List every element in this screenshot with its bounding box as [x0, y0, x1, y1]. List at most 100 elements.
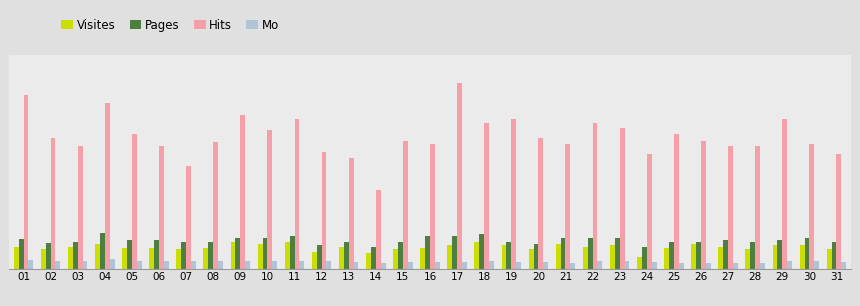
Bar: [544, 262, 548, 269]
Bar: [408, 262, 413, 269]
Bar: [40, 249, 46, 269]
Bar: [637, 257, 642, 269]
Bar: [127, 240, 132, 269]
Bar: [398, 241, 402, 269]
Bar: [809, 144, 814, 269]
Bar: [435, 262, 439, 269]
Bar: [718, 247, 723, 269]
Bar: [19, 239, 23, 269]
Bar: [452, 236, 458, 269]
Bar: [46, 243, 51, 269]
Bar: [746, 249, 750, 269]
Bar: [755, 146, 760, 269]
Bar: [501, 245, 507, 269]
Bar: [23, 95, 28, 269]
Bar: [479, 234, 484, 269]
Bar: [832, 242, 837, 269]
Bar: [777, 240, 783, 269]
Bar: [371, 247, 376, 269]
Bar: [760, 263, 765, 269]
Bar: [800, 245, 804, 269]
Bar: [733, 263, 738, 269]
Bar: [458, 83, 462, 269]
Bar: [598, 260, 602, 269]
Bar: [529, 249, 533, 269]
Bar: [262, 237, 267, 269]
Bar: [393, 249, 398, 269]
Bar: [230, 242, 236, 269]
Bar: [570, 263, 575, 269]
Bar: [339, 247, 344, 269]
Bar: [218, 261, 223, 269]
Bar: [208, 241, 213, 269]
Bar: [186, 166, 191, 269]
Bar: [316, 245, 322, 269]
Bar: [122, 248, 127, 269]
Bar: [164, 260, 169, 269]
Bar: [772, 245, 777, 269]
Bar: [240, 114, 245, 269]
Bar: [150, 248, 154, 269]
Bar: [258, 244, 262, 269]
Bar: [587, 237, 593, 269]
Bar: [783, 118, 787, 269]
Bar: [322, 152, 327, 269]
Bar: [593, 122, 598, 269]
Bar: [327, 261, 331, 269]
Bar: [669, 242, 674, 269]
Bar: [100, 233, 105, 269]
Bar: [376, 190, 381, 269]
Bar: [290, 236, 294, 269]
Bar: [267, 130, 273, 269]
Bar: [556, 244, 561, 269]
Bar: [285, 242, 290, 269]
Bar: [181, 241, 186, 269]
Bar: [507, 241, 512, 269]
Bar: [679, 263, 684, 269]
Legend: Visites, Pages, Hits, Mo: Visites, Pages, Hits, Mo: [57, 14, 284, 36]
Bar: [366, 253, 371, 269]
Bar: [691, 244, 696, 269]
Bar: [191, 261, 196, 269]
Bar: [583, 247, 587, 269]
Bar: [701, 141, 706, 269]
Bar: [462, 262, 467, 269]
Bar: [312, 252, 316, 269]
Bar: [421, 248, 425, 269]
Bar: [674, 134, 679, 269]
Bar: [787, 261, 792, 269]
Bar: [489, 261, 494, 269]
Bar: [95, 244, 100, 269]
Bar: [83, 261, 88, 269]
Bar: [538, 138, 544, 269]
Bar: [814, 261, 820, 269]
Bar: [56, 261, 60, 269]
Bar: [750, 242, 755, 269]
Bar: [51, 138, 56, 269]
Bar: [615, 237, 620, 269]
Bar: [348, 158, 353, 269]
Bar: [176, 249, 181, 269]
Bar: [533, 244, 538, 269]
Bar: [294, 118, 299, 269]
Bar: [204, 248, 208, 269]
Bar: [516, 262, 521, 269]
Bar: [566, 144, 570, 269]
Bar: [245, 260, 250, 269]
Bar: [132, 134, 137, 269]
Bar: [154, 240, 159, 269]
Bar: [381, 263, 385, 269]
Bar: [73, 241, 77, 269]
Bar: [620, 128, 624, 269]
Bar: [68, 247, 73, 269]
Bar: [273, 261, 277, 269]
Bar: [652, 262, 656, 269]
Bar: [826, 249, 832, 269]
Bar: [561, 237, 566, 269]
Bar: [77, 146, 83, 269]
Bar: [299, 260, 304, 269]
Bar: [14, 247, 19, 269]
Bar: [105, 103, 110, 269]
Bar: [804, 237, 809, 269]
Bar: [512, 118, 516, 269]
